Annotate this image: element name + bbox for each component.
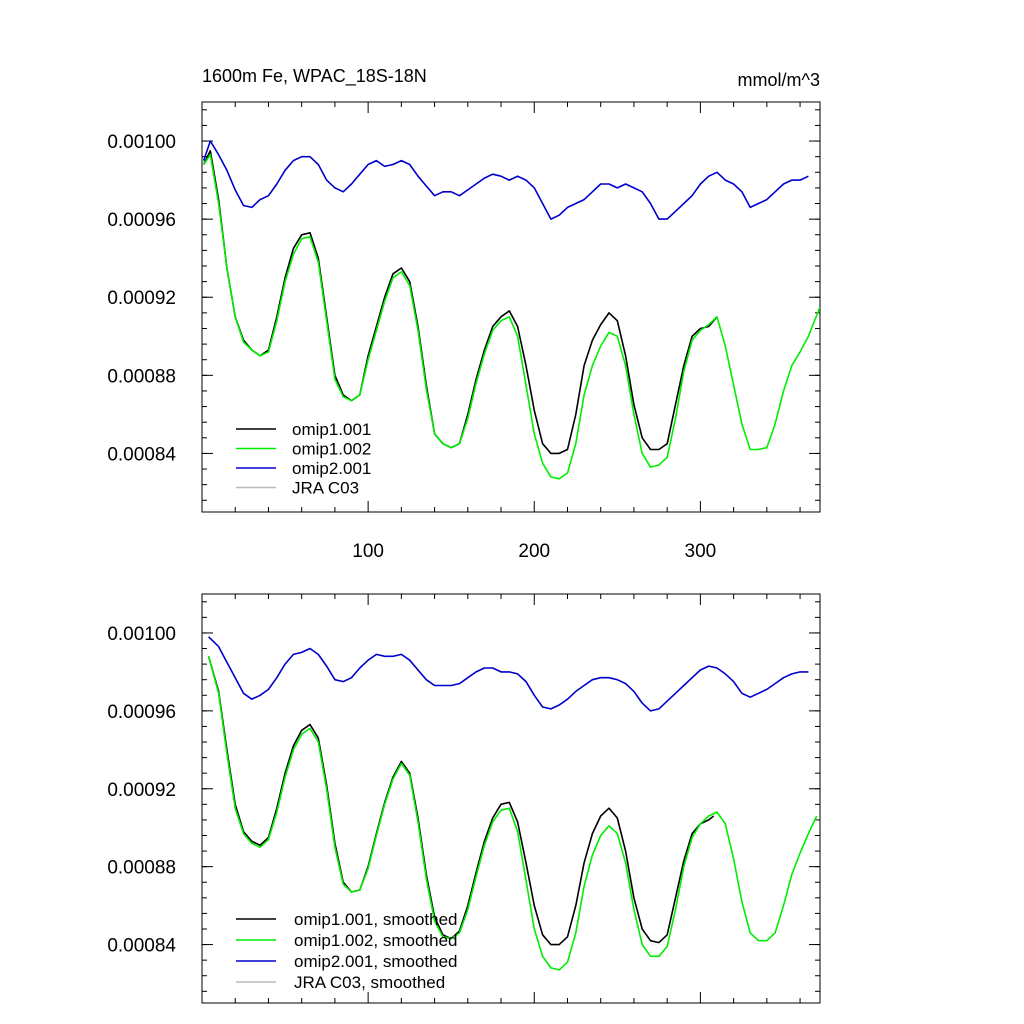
y-tick-label: 0.00096 [107,702,176,723]
y-tick-label: 0.00084 [107,444,176,465]
y-tick-label: 0.00088 [107,366,176,387]
legend-label: omip1.001, smoothed [294,910,458,929]
y-tick-label: 0.00084 [107,936,176,957]
smoothed-panel: 0.00084 0.00088 0.00092 0.00096 0.00100 omip1… [107,593,821,1004]
legend-label: omip1.001 [292,420,371,439]
plot-frame [201,593,821,1004]
y-tick-label: 0.00096 [107,210,176,231]
series-line-omip1-002-smoothed [207,656,818,971]
legend-label: omip1.002 [292,440,371,459]
legend-label: omip2.001 [292,459,371,478]
legend-label: JRA C03 [292,479,359,498]
legend-label: JRA C03, smoothed [294,973,445,992]
y-tick-label: 0.00092 [107,288,176,309]
x-tick-label: 300 [685,541,717,562]
y-tick-label: 0.00100 [107,132,176,153]
series-line-omip2-001 [202,140,809,220]
legend-label: omip1.002, smoothed [294,931,458,950]
y-tick-label: 0.00088 [107,858,176,879]
x-tick-label: 200 [518,541,550,562]
chart-title: 1600m Fe, WPAC_18S-18N [202,66,427,87]
y-tick-label: 0.00092 [107,780,176,801]
series-line-omip1-002 [203,153,820,480]
legend-label: omip2.001, smoothed [294,952,458,971]
series-line-omip2-001-smoothed [208,636,809,712]
raw-panel: 0.00084 0.00088 0.00092 0.00096 0.00100 100 20… [107,101,821,562]
y-tick-label: 0.00100 [107,624,176,645]
x-tick-label: 100 [352,541,384,562]
units-label: mmol/m^3 [738,70,820,90]
series-line-omip1-001-smoothed [207,656,715,946]
